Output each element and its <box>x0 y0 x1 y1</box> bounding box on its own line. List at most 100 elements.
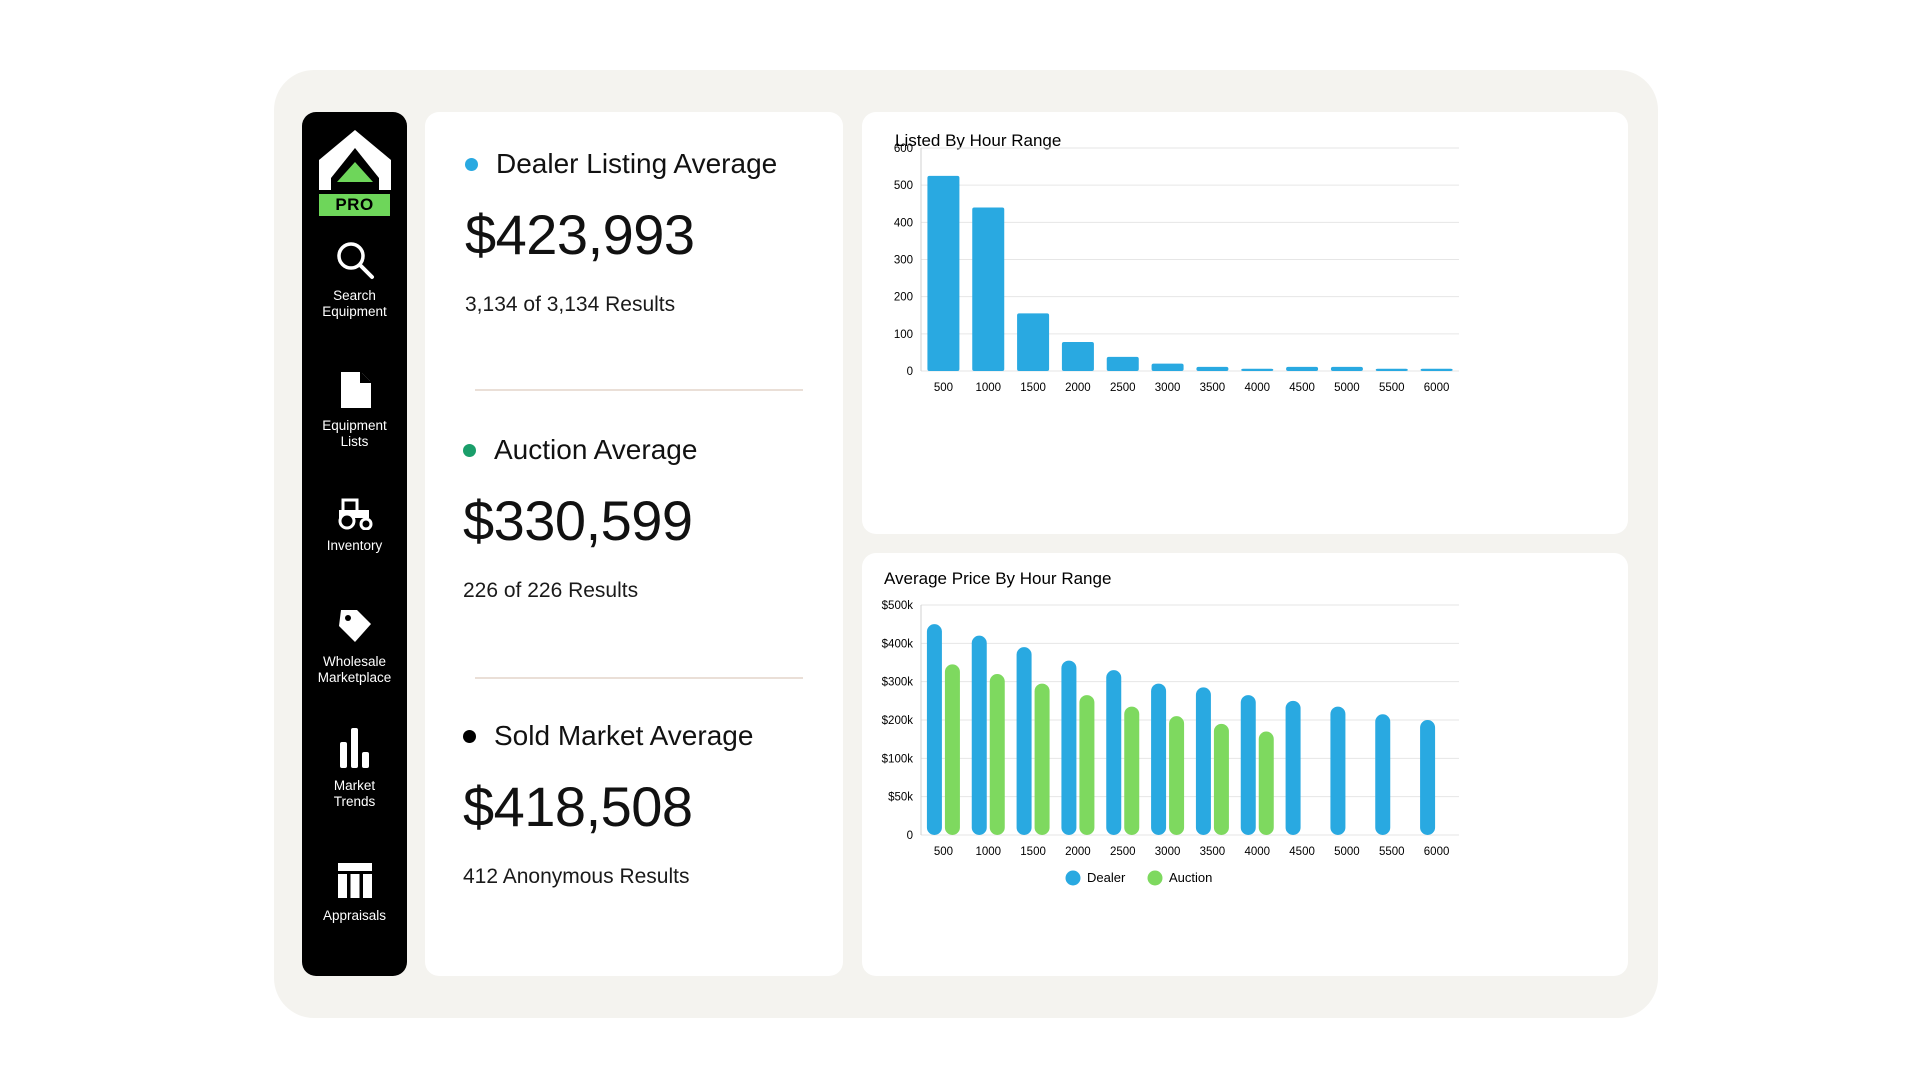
bar-auction <box>1124 706 1140 835</box>
y-tick-label: $500k <box>882 600 914 612</box>
table-icon <box>337 863 372 898</box>
legend-swatch <box>1147 870 1163 886</box>
bar <box>1241 368 1274 371</box>
nav-label: Market Trends <box>333 778 376 809</box>
bar <box>1151 363 1184 371</box>
stat-value: $418,508 <box>463 775 693 838</box>
tractor-icon <box>338 498 372 530</box>
x-tick-label: 5500 <box>1379 382 1405 394</box>
nav-item-wholesale-marketplace[interactable]: Wholesale Marketplace <box>302 606 407 686</box>
dealer-dot <box>465 157 478 171</box>
x-tick-label: 4000 <box>1244 382 1270 394</box>
stat-title: Dealer Listing Average <box>496 148 778 179</box>
x-tick-label: 500 <box>934 382 953 394</box>
bar-dealer <box>1285 700 1301 835</box>
sold-market-dot <box>463 729 476 743</box>
stat-title: Sold Market Average <box>494 720 754 751</box>
x-tick-label: 3000 <box>1155 846 1181 858</box>
nav-item-appraisals[interactable]: Appraisals <box>302 860 407 924</box>
x-tick-label: 2500 <box>1110 382 1136 394</box>
chart-title: Average Price By Hour Range <box>884 569 1111 588</box>
x-tick-label: 1500 <box>1020 846 1046 858</box>
bar-dealer <box>1420 720 1436 835</box>
bar-dealer <box>1061 660 1077 835</box>
bar <box>972 207 1005 371</box>
bar <box>1375 368 1408 371</box>
stat-results: 3,134 of 3,134 Results <box>465 293 676 316</box>
y-tick-label: $400k <box>882 638 914 650</box>
bar-auction <box>1079 695 1095 835</box>
bar-auction <box>1034 683 1050 835</box>
x-tick-label: 5000 <box>1334 846 1360 858</box>
bar-chart-icon <box>339 728 369 768</box>
search-icon <box>336 242 374 279</box>
dealer-listing-stat: Dealer Listing Average $423,993 3,134 of… <box>465 148 825 317</box>
bar-dealer <box>926 624 942 835</box>
x-tick-label: 3500 <box>1200 382 1226 394</box>
x-tick-label: 4000 <box>1244 846 1270 858</box>
nav-item-inventory[interactable]: Inventory <box>302 498 407 554</box>
bar-dealer <box>1240 695 1256 835</box>
averages-card: Dealer Listing Average $423,993 3,134 of… <box>425 112 843 976</box>
nav-label: Inventory <box>326 538 383 553</box>
chart-title: Listed By Hour Range <box>895 131 1061 150</box>
x-tick-label: 4500 <box>1289 382 1315 394</box>
bar <box>927 175 960 371</box>
bar-dealer <box>971 635 987 835</box>
x-tick-label: 1500 <box>1020 382 1046 394</box>
bar-dealer <box>1106 670 1122 835</box>
bar <box>1330 366 1363 371</box>
bar <box>1061 342 1094 371</box>
nav-label: Appraisals <box>322 908 387 923</box>
x-tick-label: 2000 <box>1065 382 1091 394</box>
y-tick-label: $100k <box>882 753 914 765</box>
x-tick-label: 3500 <box>1200 846 1226 858</box>
nav-label: Equipment Lists <box>322 418 387 449</box>
listed-by-hour-card: Listed By Hour Range 0 100 200 300 400 500 600 5… <box>862 112 1628 534</box>
bar <box>1286 366 1319 371</box>
x-tick-label: 6000 <box>1424 846 1450 858</box>
bar-dealer <box>1330 706 1346 835</box>
bar-dealer <box>1375 714 1391 835</box>
document-icon <box>340 372 371 408</box>
nav-label: Wholesale Marketplace <box>317 654 392 685</box>
legend-label: Auction <box>1169 870 1212 885</box>
x-tick-label: 2500 <box>1110 846 1136 858</box>
y-tick-label: $50k <box>888 792 913 804</box>
x-tick-label: 1000 <box>975 382 1001 394</box>
bar-auction <box>944 664 960 835</box>
stat-value: $330,599 <box>463 489 693 552</box>
listed-by-hour-chart: Listed By Hour Range 0 100 200 300 400 500 600 5… <box>894 131 1459 394</box>
y-tick-label: 300 <box>894 255 913 267</box>
bar-dealer <box>1016 647 1032 835</box>
auction-dot <box>463 443 476 457</box>
y-tick-label: $300k <box>882 677 914 689</box>
nav-item-market-trends[interactable]: Market Trends <box>302 726 407 810</box>
avg-price-by-hour-card: Average Price By Hour Range 0 $50k $100k $20… <box>862 553 1628 976</box>
bar-dealer <box>1151 683 1167 835</box>
legend-label: Dealer <box>1087 870 1126 885</box>
sidebar: PRO Search Equipment Equipment Lists Inv… <box>302 112 407 976</box>
x-tick-label: 1000 <box>975 846 1001 858</box>
stat-title: Auction Average <box>494 434 698 465</box>
bar <box>1106 356 1139 371</box>
y-tick-label: 100 <box>894 329 913 341</box>
legend-swatch <box>1065 870 1081 886</box>
bar <box>1017 313 1050 371</box>
bar-dealer <box>1195 687 1211 835</box>
y-tick-label: 500 <box>894 180 913 192</box>
pro-badge: PRO <box>319 194 390 216</box>
stat-results: 412 Anonymous Results <box>463 865 690 888</box>
nav-item-equipment-lists[interactable]: Equipment Lists <box>302 370 407 450</box>
divider <box>475 389 803 391</box>
nav-item-search-equipment[interactable]: Search Equipment <box>302 240 407 320</box>
x-tick-label: 4500 <box>1289 846 1315 858</box>
bar <box>1420 368 1453 371</box>
x-tick-label: 500 <box>934 846 953 858</box>
logo-icon <box>319 130 391 190</box>
y-tick-label: 0 <box>907 830 913 842</box>
y-tick-label: 400 <box>894 217 913 229</box>
x-tick-label: 2000 <box>1065 846 1091 858</box>
nav-label: Search Equipment <box>322 288 387 319</box>
x-tick-label: 3000 <box>1155 382 1181 394</box>
